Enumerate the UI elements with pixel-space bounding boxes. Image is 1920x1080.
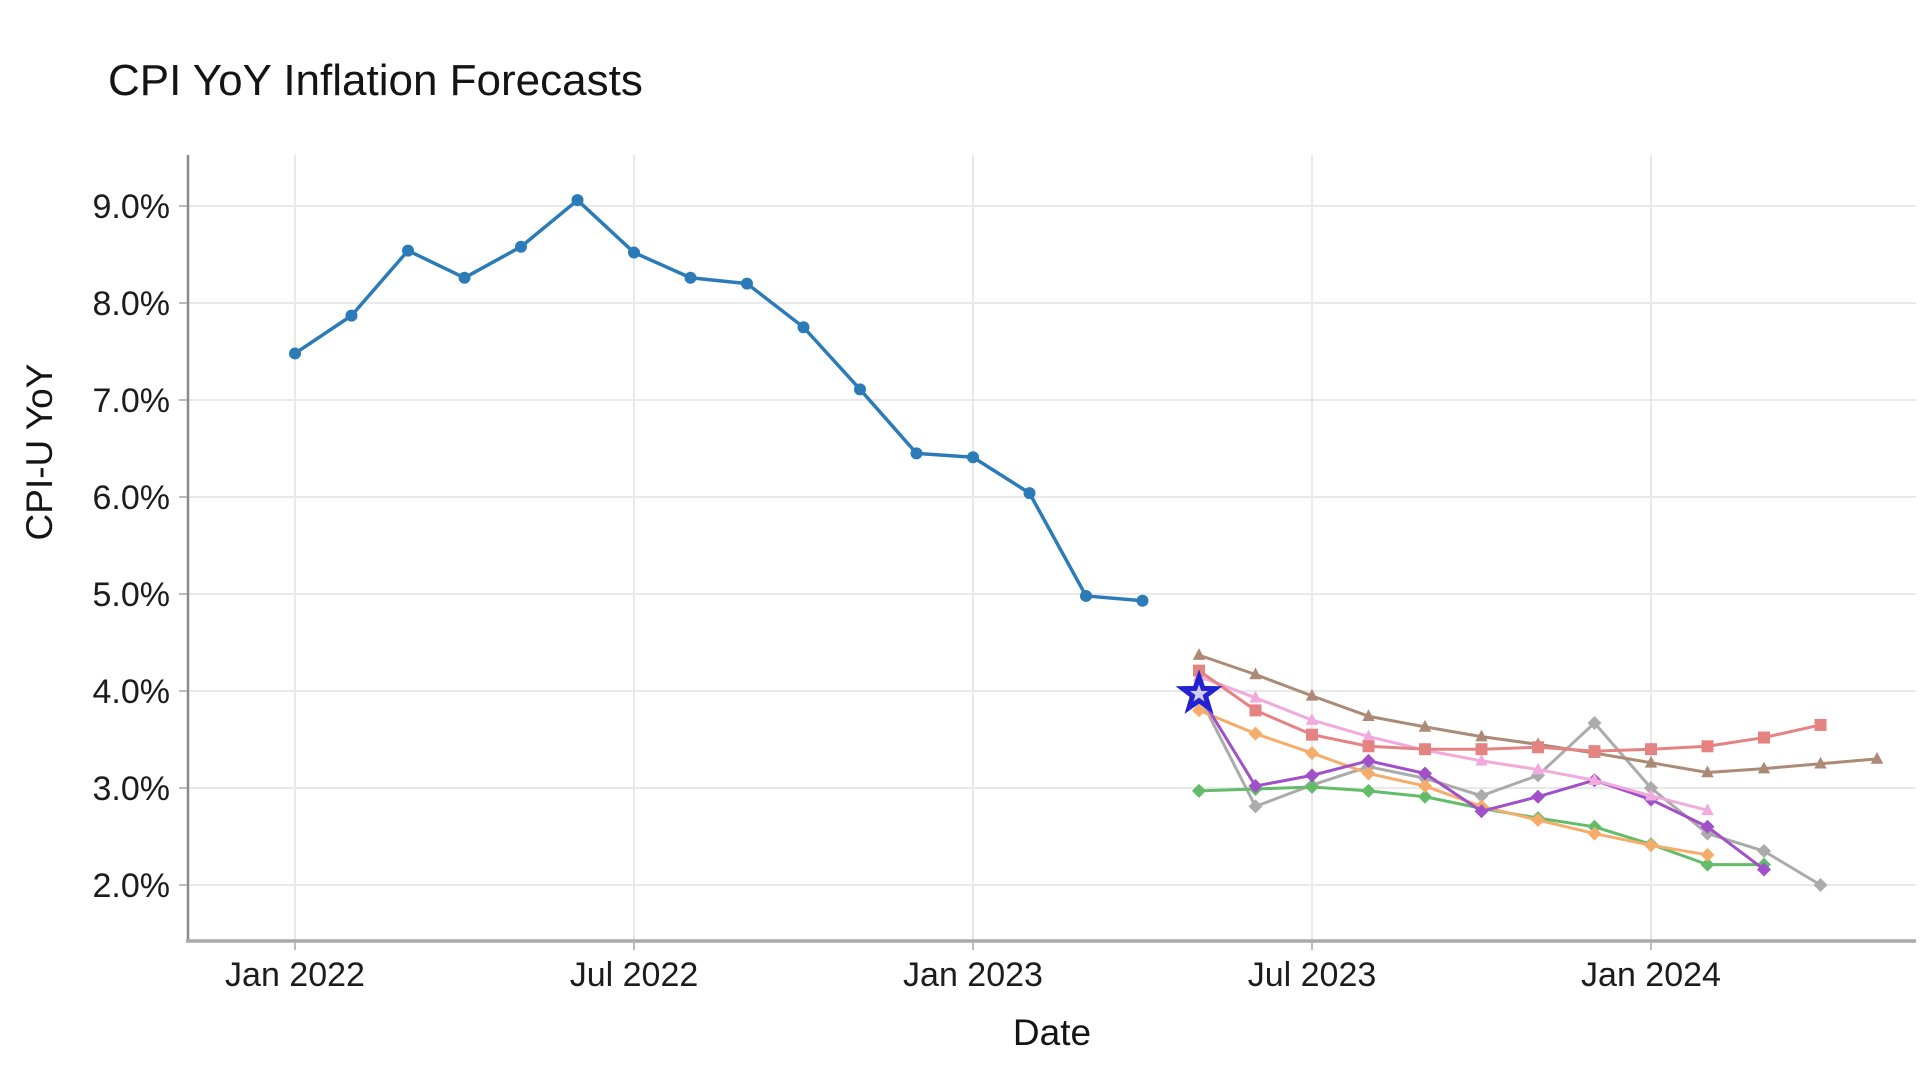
y-tick-label: 8.0% [93, 285, 171, 323]
vertical-gridlines [294, 155, 1652, 941]
y-tick-label: 5.0% [93, 576, 171, 614]
x-tick-label: Jan 2022 [225, 956, 365, 994]
chart-title: CPI YoY Inflation Forecasts [108, 56, 643, 105]
y-tick-label: 2.0% [93, 867, 171, 905]
y-tick-label: 9.0% [93, 188, 171, 226]
y-axis-title: CPI-U YoY [19, 363, 60, 541]
x-tick-label: Jul 2022 [570, 956, 699, 994]
y-tick-label: 7.0% [93, 382, 171, 420]
y-tick-label: 3.0% [93, 770, 171, 808]
x-tick-label: Jan 2023 [903, 956, 1043, 994]
x-tick-label: Jan 2024 [1581, 956, 1721, 994]
series-forecast-gray [1192, 688, 1828, 892]
y-tick-label: 6.0% [93, 479, 171, 517]
series-actual-cpi [289, 194, 1149, 607]
series-forecast-pink [1192, 669, 1714, 816]
forecast-origin-star [1175, 669, 1223, 714]
y-tick-label: 4.0% [93, 673, 171, 711]
series-forecast-purple [1192, 686, 1771, 877]
horizontal-gridlines [188, 205, 1916, 886]
series-forecast-salmon [1193, 664, 1827, 758]
x-tick-label: Jul 2023 [1248, 956, 1377, 994]
axes-spines [186, 155, 1916, 943]
x-axis-title: Date [1012, 1012, 1092, 1053]
axis-ticks: 2.0% 3.0% 4.0% 5.0% 6.0% 7.0% 8.0% 9.0% Jan 2022… [93, 188, 1721, 994]
